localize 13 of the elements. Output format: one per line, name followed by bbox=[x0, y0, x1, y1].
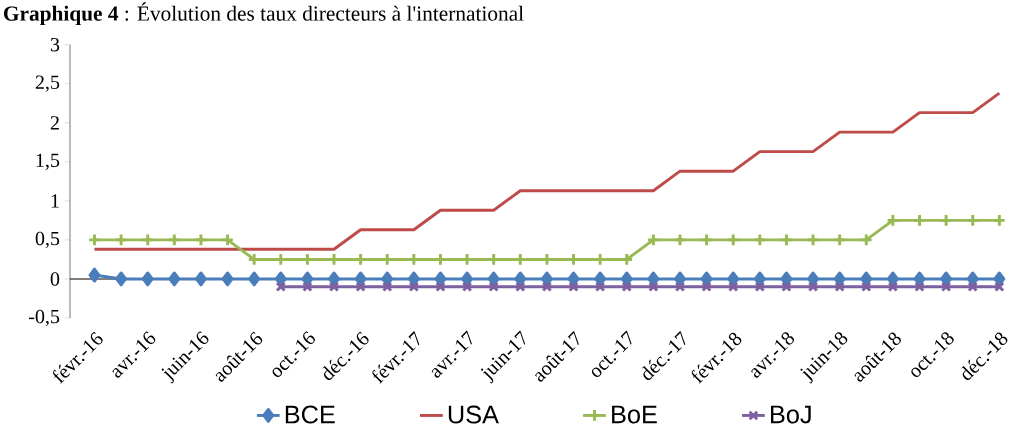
y-tick-label: 1 bbox=[51, 194, 59, 208]
legend-label: USA bbox=[448, 405, 499, 424]
legend-label: BCE bbox=[285, 405, 335, 424]
chart-title: Graphique 4 : Évolution des taux directeurs à l'international bbox=[3, 2, 524, 26]
legend-label: BoJ bbox=[771, 405, 811, 424]
y-tick-label: 0,5 bbox=[35, 231, 60, 249]
y-tick-label: 2,5 bbox=[35, 75, 60, 92]
y-tick-label: 3 bbox=[50, 37, 60, 52]
y-tick-label: 2 bbox=[50, 116, 59, 130]
y-tick-label: 0 bbox=[50, 272, 60, 286]
y-tick-label: 1,5 bbox=[36, 153, 60, 170]
legend-label: BoE bbox=[612, 405, 657, 424]
y-tick-label: -0,5 bbox=[29, 309, 60, 327]
